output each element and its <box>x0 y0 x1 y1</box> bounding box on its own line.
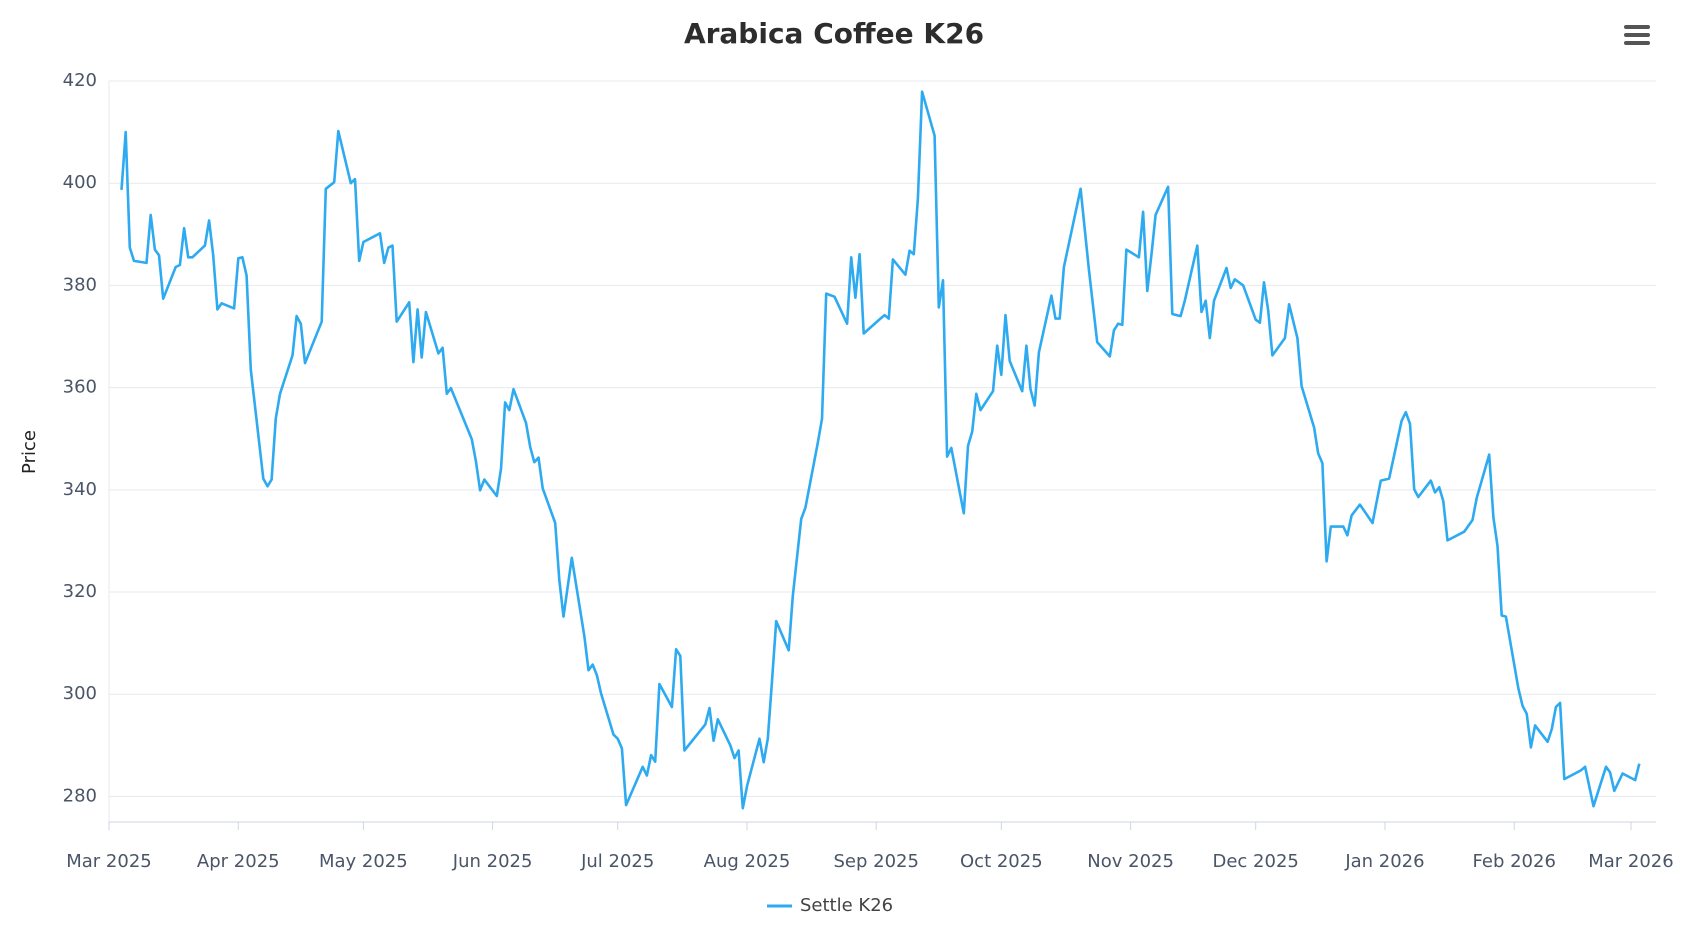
x-tick-label: Apr 2025 <box>197 851 280 872</box>
y-tick-label: 300 <box>63 683 97 704</box>
x-tick-label: May 2025 <box>319 851 408 872</box>
y-tick-label: 380 <box>63 274 97 295</box>
chart-title: Arabica Coffee K26 <box>684 17 984 50</box>
legend-label: Settle K26 <box>800 895 893 916</box>
x-tick-label: Feb 2026 <box>1473 851 1556 872</box>
x-tick-label: Oct 2025 <box>960 851 1043 872</box>
y-tick-label: 340 <box>63 479 97 500</box>
menu-button[interactable] <box>1624 25 1650 45</box>
x-tick-label: Aug 2025 <box>704 851 791 872</box>
y-tick-label: 420 <box>63 70 97 91</box>
x-tick-label: Nov 2025 <box>1087 851 1174 872</box>
y-axis-label: Price <box>19 430 40 474</box>
x-tick-label: Mar 2026 <box>1588 851 1674 872</box>
y-tick-label: 360 <box>63 377 97 398</box>
x-tick-label: Jun 2025 <box>452 851 533 872</box>
x-tick-label: Sep 2025 <box>834 851 919 872</box>
x-tick-label: Dec 2025 <box>1213 851 1299 872</box>
x-tick-label: Jan 2026 <box>1344 851 1424 872</box>
y-tick-label: 320 <box>63 581 97 602</box>
series-line <box>120 90 1641 810</box>
y-tick-label: 400 <box>63 172 97 193</box>
y-tick-label: 280 <box>63 785 97 806</box>
x-tick-label: Jul 2025 <box>580 851 654 872</box>
x-tick-label: Mar 2025 <box>66 851 152 872</box>
